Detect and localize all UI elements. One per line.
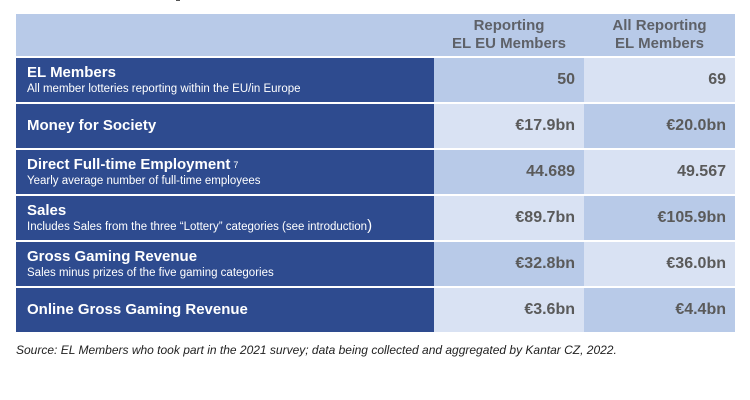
table-row-el-members: EL Members All member lotteries reportin… — [16, 58, 737, 102]
value-eu: €17.9bn — [434, 104, 584, 148]
cropped-text-fragment — [176, 0, 180, 1]
table-header-row: Reporting EL EU Members All Reporting EL… — [16, 14, 737, 56]
row-title-text: Direct Full-time Employment — [27, 156, 231, 173]
row-subtitle: All member lotteries reporting within th… — [27, 83, 301, 95]
header-all-reporting-line1: All Reporting — [612, 17, 707, 34]
table-row-sales: Sales Includes Sales from the three “Lot… — [16, 196, 737, 240]
row-subtitle: Includes Sales from the three “Lottery” … — [27, 217, 434, 234]
row-label: Direct Full-time Employment 7 Yearly aver… — [16, 150, 434, 194]
row-subtitle: Yearly average number of full-time emplo… — [27, 175, 261, 187]
value-all: €4.4bn — [584, 288, 735, 332]
value-eu: €89.7bn — [434, 196, 584, 240]
header-empty-cell — [16, 14, 434, 56]
row-label: EL Members All member lotteries reportin… — [16, 58, 434, 102]
source-note: Source: EL Members who took part in the … — [16, 343, 617, 357]
header-reporting-eu-line2: EL EU Members — [452, 35, 566, 52]
row-label: Money for Society — [16, 104, 434, 148]
row-label: Gross Gaming Revenue Sales minus prizes … — [16, 242, 434, 286]
table-row-money-for-society: Money for Society €17.9bn €20.0bn — [16, 104, 737, 148]
table-row-online-gross-gaming-revenue: Online Gross Gaming Revenue €3.6bn €4.4b… — [16, 288, 737, 332]
header-all-reporting-line2: EL Members — [615, 35, 704, 52]
table-row-gross-gaming-revenue: Gross Gaming Revenue Sales minus prizes … — [16, 242, 737, 286]
value-all: €105.9bn — [584, 196, 735, 240]
value-all: €20.0bn — [584, 104, 735, 148]
value-eu: 50 — [434, 58, 584, 102]
value-eu: 44.689 — [434, 150, 584, 194]
row-subtitle: Sales minus prizes of the five gaming ca… — [27, 267, 274, 279]
row-subtitle-text: Includes Sales from the three “Lottery” … — [27, 221, 368, 233]
row-title: Gross Gaming Revenue — [27, 248, 198, 265]
statistics-table: Reporting EL EU Members All Reporting EL… — [16, 14, 737, 332]
header-all-reporting: All Reporting EL Members — [584, 14, 735, 56]
value-all: €36.0bn — [584, 242, 735, 286]
header-reporting-eu-line1: Reporting — [473, 17, 545, 34]
row-label: Sales Includes Sales from the three “Lot… — [16, 196, 434, 240]
row-title: EL Members — [27, 64, 116, 81]
closing-parenthesis: ) — [367, 217, 373, 234]
row-title: Sales — [27, 202, 67, 219]
value-all: 49.567 — [584, 150, 735, 194]
row-title: Money for Society — [27, 117, 157, 134]
row-title: Online Gross Gaming Revenue — [27, 301, 248, 318]
value-all: 69 — [584, 58, 735, 102]
row-title: Direct Full-time Employment 7 — [27, 156, 434, 174]
header-reporting-eu: Reporting EL EU Members — [434, 14, 584, 56]
value-eu: €32.8bn — [434, 242, 584, 286]
footnote-marker: 7 — [233, 160, 239, 170]
table-row-employment: Direct Full-time Employment 7 Yearly aver… — [16, 150, 737, 194]
value-eu: €3.6bn — [434, 288, 584, 332]
row-label: Online Gross Gaming Revenue — [16, 288, 434, 332]
